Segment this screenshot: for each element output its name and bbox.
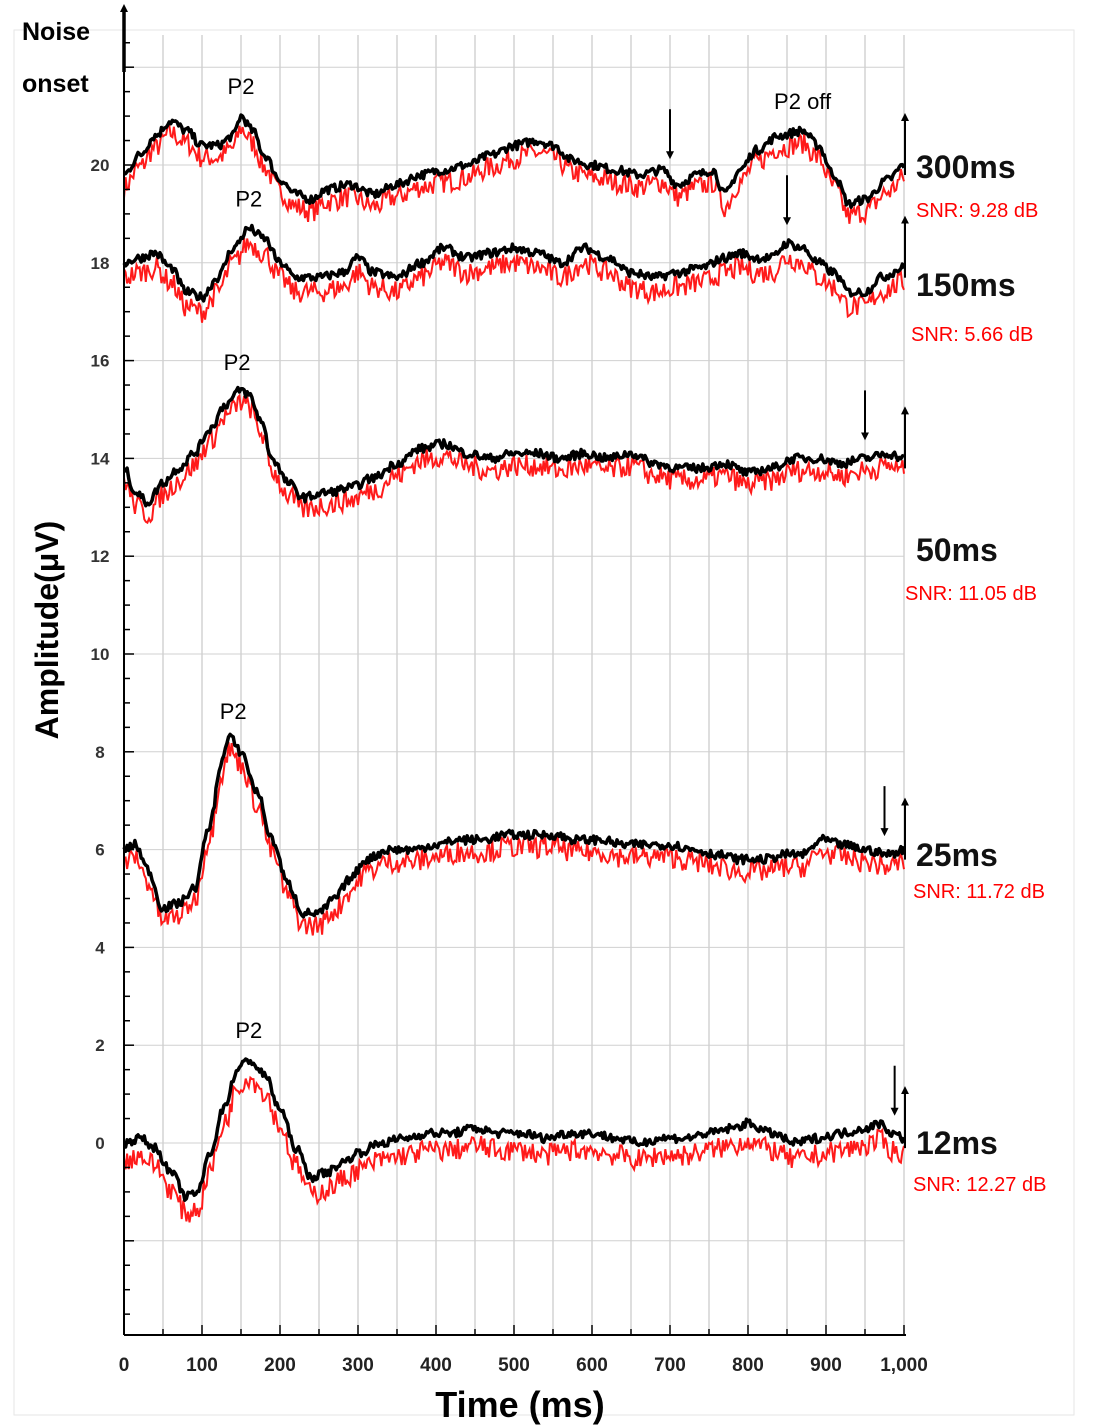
- x-tick-label: 0: [119, 1355, 130, 1376]
- red-trace-150ms: [123, 237, 905, 323]
- x-tick-label: 300: [342, 1355, 374, 1376]
- y-tick-label: 16: [91, 352, 110, 371]
- annotations: 300ms SNR: 9.28 dB P2 P2 off 150ms SNR: 5.66 …: [220, 74, 1047, 1196]
- red-trace-12ms: [123, 1075, 905, 1223]
- peak-label: P2: [220, 699, 247, 724]
- x-tick-label: 900: [810, 1355, 842, 1376]
- snr-label: SNR: 11.05 dB: [905, 583, 1037, 605]
- y-tick-label: 20: [91, 156, 110, 175]
- x-tick-label: 600: [576, 1355, 608, 1376]
- peak-label: P2: [228, 74, 255, 99]
- condition-label: 50ms: [916, 532, 998, 568]
- snr-label: SNR: 9.28 dB: [916, 200, 1038, 222]
- traces: [122, 113, 906, 1223]
- x-tick-label: 800: [732, 1355, 764, 1376]
- noise-onset-label-line1: Noise: [22, 18, 90, 46]
- y-tick-label: 6: [95, 841, 104, 860]
- y-tick-label: 8: [95, 743, 104, 762]
- black-trace-50ms: [122, 385, 905, 508]
- y-tick-label: 0: [95, 1134, 104, 1153]
- x-tick-label: 500: [498, 1355, 530, 1376]
- noise-onset-label-line2: onset: [22, 70, 89, 98]
- condition-label: 300ms: [916, 149, 1016, 185]
- condition-label: 150ms: [916, 267, 1016, 303]
- red-trace-300ms: [123, 122, 905, 226]
- condition-12ms: [123, 1057, 906, 1223]
- y-tick-label: 10: [91, 645, 110, 664]
- peak-label: P2 off: [774, 89, 832, 114]
- y-tick-label: 14: [91, 449, 110, 468]
- condition-50ms: [122, 385, 905, 525]
- x-axis-label: Time (ms): [435, 1384, 604, 1425]
- condition-150ms: [122, 223, 906, 323]
- x-tick-label: 200: [264, 1355, 296, 1376]
- black-trace-150ms: [122, 223, 906, 303]
- peak-label: P2: [235, 1018, 262, 1043]
- condition-25ms: [122, 732, 906, 936]
- peak-label: P2: [224, 350, 251, 375]
- black-trace-300ms: [123, 113, 906, 209]
- snr-label: SNR: 5.66 dB: [911, 324, 1033, 346]
- black-trace-25ms: [122, 732, 906, 919]
- snr-label: SNR: 11.72 dB: [913, 881, 1045, 903]
- snr-label: SNR: 12.27 dB: [913, 1174, 1046, 1196]
- y-tick-label: 12: [91, 547, 110, 566]
- red-trace-25ms: [123, 741, 905, 936]
- x-tick-label: 100: [186, 1355, 218, 1376]
- y-tick-label: 4: [95, 938, 105, 957]
- y-tick-label: 18: [91, 254, 110, 273]
- black-trace-12ms: [123, 1057, 906, 1202]
- condition-300ms: [123, 113, 906, 226]
- condition-label: 25ms: [916, 837, 998, 873]
- peak-label: P2: [235, 187, 262, 212]
- y-tick-label: 2: [95, 1036, 104, 1055]
- condition-label: 12ms: [916, 1125, 998, 1161]
- x-tick-label: 400: [420, 1355, 452, 1376]
- y-axis-label: Amplitude(μV): [29, 521, 65, 740]
- plot-frame: [13, 29, 1075, 1416]
- x-tick-label: 1,000: [880, 1355, 928, 1376]
- grid: [13, 29, 1075, 1416]
- x-tick-label: 700: [654, 1355, 686, 1376]
